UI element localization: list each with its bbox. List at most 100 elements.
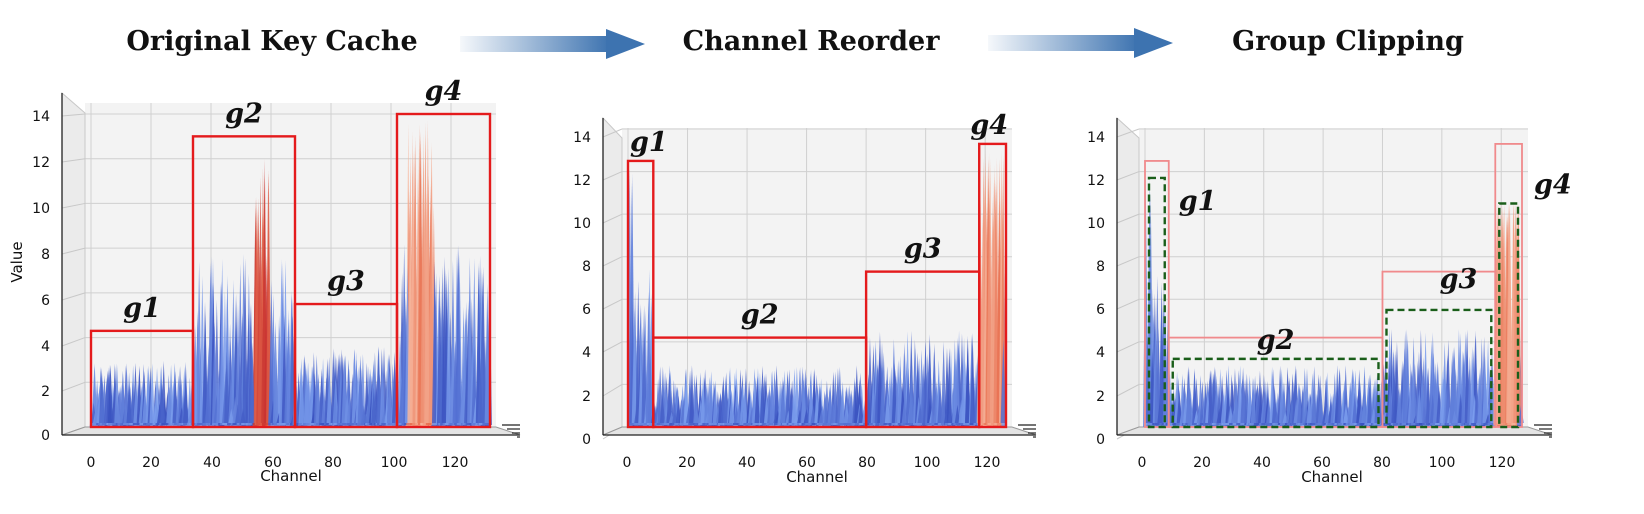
surface-spike (769, 370, 775, 423)
surface-spike (341, 355, 347, 423)
surface-spike (784, 370, 791, 423)
group-label-g3: g3 (327, 266, 365, 297)
y-tick-label: 2 (41, 384, 50, 400)
surface-spike (754, 376, 760, 423)
surface-spike (631, 308, 638, 423)
surface-spike (332, 377, 339, 423)
x-tick-label: 80 (1373, 455, 1391, 471)
group-label-g4: g4 (425, 76, 463, 107)
y-axis-label: Value (8, 241, 26, 282)
surface-spike (268, 353, 274, 423)
surface-spike (1302, 367, 1308, 423)
group-box-g1 (1144, 160, 1170, 428)
group-label-g1: g1 (630, 127, 668, 158)
grid-line-side (602, 128, 623, 138)
surface-spike (299, 373, 305, 423)
surface-spike (1158, 363, 1165, 423)
surface-spike (115, 407, 122, 423)
y-tick-label: 4 (582, 345, 591, 361)
grid-line-side (1116, 128, 1140, 138)
surface-spike (1404, 329, 1410, 423)
surface-spike (693, 386, 699, 423)
surface-spike (908, 367, 915, 423)
grid-line-side (61, 202, 86, 209)
group-label-g3: g3 (904, 234, 942, 265)
x-tick-label: 80 (324, 455, 342, 471)
surface-spike (1193, 378, 1200, 423)
y-tick-label: 2 (582, 389, 591, 405)
surface-spike (107, 364, 114, 423)
surface-spike (1337, 370, 1343, 423)
surface-spike (1271, 384, 1278, 423)
surface-spike (386, 368, 393, 423)
grid-line-side (1116, 171, 1140, 181)
x-tick-label: 40 (1253, 455, 1271, 471)
surface-spike (154, 367, 160, 423)
surface-spike (693, 408, 699, 423)
surface-spike (867, 337, 873, 423)
surface-spike (1212, 390, 1219, 423)
group-box-g4 (1494, 142, 1523, 428)
surface-spike (211, 322, 218, 423)
surface-spike (1469, 346, 1475, 423)
surface-spike (1376, 389, 1383, 423)
clip-box-g2 (1171, 357, 1380, 429)
group-box-g2 (191, 135, 297, 429)
surface-spike (884, 391, 891, 423)
surface-spike (351, 349, 358, 423)
y-tick-label: 14 (573, 130, 591, 146)
surface-spike (455, 247, 462, 423)
surface-spike (801, 372, 807, 423)
x-tick-label: 20 (142, 455, 160, 471)
surface-spike (1422, 361, 1428, 423)
x-tick-label: 100 (914, 455, 941, 471)
panel-reorder: 0 20 40 60 80 100 120 0 2 4 6 8 10 12 14 Channel g1 g2 g3 g… (573, 110, 1037, 486)
surface-spike (1482, 355, 1488, 423)
surface-spike (1506, 203, 1513, 423)
surface-spike (965, 338, 971, 423)
title-channel-reorder: Channel Reorder (682, 26, 940, 57)
y-tick-label: 14 (32, 109, 50, 125)
surface-spike (647, 352, 654, 423)
surface-spike (224, 351, 230, 423)
surface-spike (159, 388, 166, 423)
surface-spike (237, 354, 243, 423)
title-group-clipping: Group Clipping (1232, 26, 1464, 57)
grid-line-side (602, 256, 623, 267)
surface-spike (205, 363, 211, 423)
y-tick-label: 8 (582, 259, 591, 275)
group-label-g2: g2 (225, 98, 263, 129)
surface-spike (1159, 282, 1165, 423)
group-label-g2: g2 (1257, 325, 1295, 356)
group-box-g4 (395, 112, 492, 429)
group-box-g1 (626, 159, 655, 429)
y-tick-label: 10 (573, 216, 591, 232)
surface-spike (1451, 410, 1458, 423)
surface-spike (1246, 374, 1253, 423)
x-tick-label: 120 (442, 455, 469, 471)
grid-line-side (602, 384, 623, 397)
y-tick-label: 6 (1096, 302, 1105, 318)
surface-spike (1144, 332, 1151, 423)
grid-line-side (602, 171, 623, 181)
surface-spike (773, 365, 780, 425)
surface-spike (379, 359, 386, 423)
grid-line-side (1116, 383, 1140, 397)
clip-box-g3 (1385, 308, 1493, 429)
surface-spike (249, 342, 256, 423)
y-tick-label: 4 (1096, 345, 1105, 361)
surface-spike (425, 120, 431, 423)
surface-spike (1185, 378, 1191, 423)
group-label-g4: g4 (970, 110, 1008, 141)
surface-spike (791, 368, 798, 423)
surface-spike (954, 337, 960, 423)
surface-spike (99, 390, 106, 423)
surface-spike (1154, 276, 1161, 423)
x-tick-label: 0 (623, 455, 632, 471)
grid-line-side (602, 213, 623, 224)
grid-line-side (602, 298, 623, 310)
surface-spike (901, 398, 908, 423)
surface-spike (1311, 366, 1317, 423)
surface-spike (228, 378, 234, 423)
grid-line-side (602, 341, 623, 353)
